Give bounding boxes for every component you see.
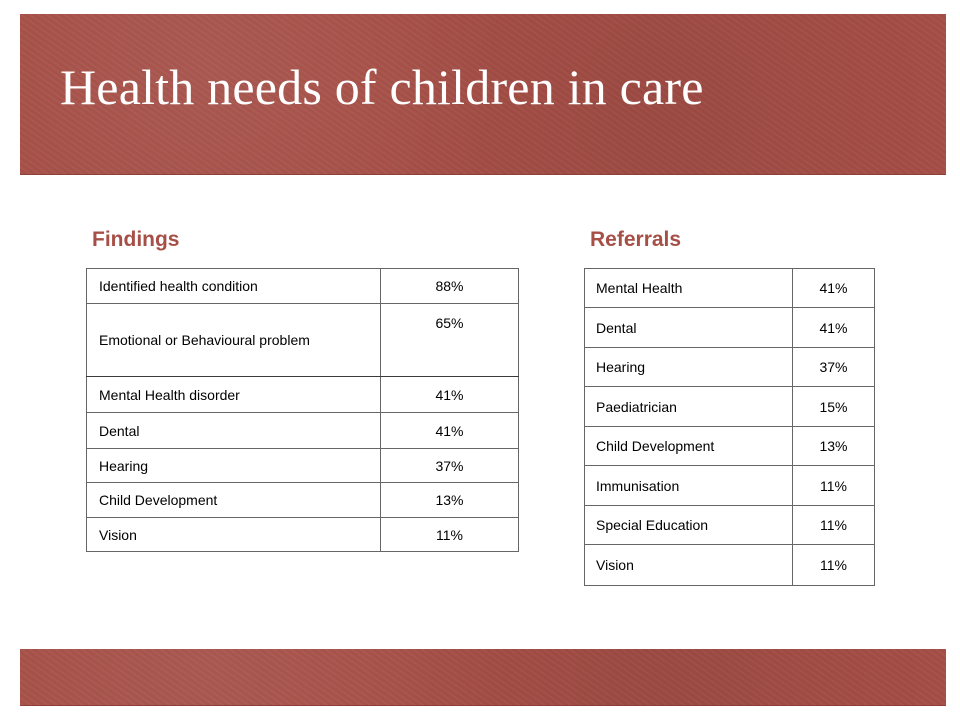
table-row: Paediatrician 15% bbox=[584, 386, 875, 427]
referrals-label: Hearing bbox=[584, 347, 793, 387]
referrals-label: Mental Health bbox=[584, 268, 793, 308]
table-row: Mental Health disorder 41% bbox=[86, 376, 519, 413]
table-row: Identified health condition 88% bbox=[86, 268, 519, 304]
findings-value: 11% bbox=[380, 517, 519, 552]
table-row: Immunisation 11% bbox=[584, 465, 875, 506]
findings-value: 41% bbox=[380, 376, 519, 413]
findings-label: Hearing bbox=[86, 448, 381, 483]
footer-band bbox=[20, 649, 946, 706]
table-row: Vision 11% bbox=[584, 544, 875, 586]
findings-value: 41% bbox=[380, 412, 519, 449]
referrals-value: 15% bbox=[792, 386, 875, 427]
referrals-value: 41% bbox=[792, 268, 875, 308]
referrals-label: Dental bbox=[584, 307, 793, 348]
findings-heading: Findings bbox=[92, 228, 180, 251]
findings-value: 13% bbox=[380, 482, 519, 518]
table-row: Dental 41% bbox=[86, 412, 519, 449]
referrals-value: 11% bbox=[792, 465, 875, 506]
title-band: Health needs of children in care bbox=[20, 14, 946, 175]
referrals-label: Special Education bbox=[584, 505, 793, 545]
referrals-label: Paediatrician bbox=[584, 386, 793, 427]
slide-title: Health needs of children in care bbox=[60, 59, 704, 115]
table-row: Child Development 13% bbox=[584, 426, 875, 466]
table-row: Dental 41% bbox=[584, 307, 875, 348]
findings-label: Emotional or Behavioural problem bbox=[86, 303, 381, 377]
findings-label: Mental Health disorder bbox=[86, 376, 381, 413]
findings-value: 88% bbox=[380, 268, 519, 304]
findings-label: Dental bbox=[86, 412, 381, 449]
findings-label: Identified health condition bbox=[86, 268, 381, 304]
table-row: Mental Health 41% bbox=[584, 268, 875, 308]
referrals-value: 13% bbox=[792, 426, 875, 466]
referrals-label: Vision bbox=[584, 544, 793, 586]
findings-value: 65% bbox=[380, 303, 519, 377]
findings-table: Identified health condition 88% Emotiona… bbox=[86, 268, 519, 552]
referrals-label: Immunisation bbox=[584, 465, 793, 506]
table-row: Hearing 37% bbox=[584, 347, 875, 387]
table-row: Emotional or Behavioural problem 65% bbox=[86, 303, 519, 377]
table-row: Special Education 11% bbox=[584, 505, 875, 545]
referrals-table: Mental Health 41% Dental 41% Hearing 37%… bbox=[584, 268, 875, 586]
table-row: Hearing 37% bbox=[86, 448, 519, 483]
referrals-value: 11% bbox=[792, 544, 875, 586]
table-row: Vision 11% bbox=[86, 517, 519, 552]
referrals-label: Child Development bbox=[584, 426, 793, 466]
referrals-value: 11% bbox=[792, 505, 875, 545]
table-row: Child Development 13% bbox=[86, 482, 519, 518]
findings-value: 37% bbox=[380, 448, 519, 483]
referrals-heading: Referrals bbox=[590, 228, 682, 251]
referrals-value: 37% bbox=[792, 347, 875, 387]
findings-label: Vision bbox=[86, 517, 381, 552]
referrals-value: 41% bbox=[792, 307, 875, 348]
findings-label: Child Development bbox=[86, 482, 381, 518]
